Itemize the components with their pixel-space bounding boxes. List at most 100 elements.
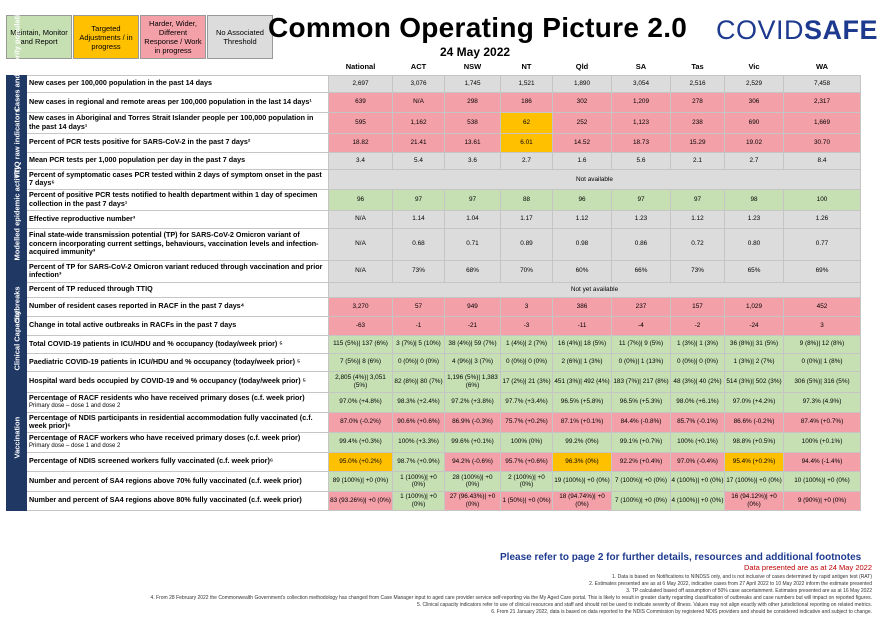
value-cell: 18.73 xyxy=(611,132,671,153)
value-cell: 690 xyxy=(724,111,784,134)
value-cell: 4 (100%)| +0 (0%) xyxy=(670,490,725,511)
value-cell: 1,209 xyxy=(611,91,671,113)
value-cell: 7,458 xyxy=(783,74,861,93)
value-cell: 2,317 xyxy=(783,91,861,113)
value-cell: 0 (0%)| 1 (8%) xyxy=(783,352,861,372)
indicator-table: National ACT NSW NT Qld SA Tas Vic WA Cases and … xyxy=(6,1,861,511)
value-cell: 0.80 xyxy=(724,227,784,261)
value-cell: 306 (5%)| 316 (5%) xyxy=(783,370,861,393)
column-header: NT xyxy=(521,61,532,71)
value-cell: 97.0% (-0.4%) xyxy=(670,451,725,472)
legend-item: Harder, Wider, Different Response / Work… xyxy=(140,15,206,59)
value-cell: 298 xyxy=(444,91,501,113)
value-cell: 3 xyxy=(783,315,861,336)
indicator-text: Percent of positive PCR tests notified t… xyxy=(29,190,318,208)
table-row: Percent of symptomatic cases PCR tested … xyxy=(7,168,861,190)
indicator-text: Percentage of RACF residents who have re… xyxy=(29,392,305,402)
value-cell: 1,521 xyxy=(500,74,553,93)
value-cell: 90.6% (+0.6%) xyxy=(392,411,445,433)
value-cell: 0.71 xyxy=(444,227,501,261)
indicator-label: Percent of positive PCR tests notified t… xyxy=(26,188,329,211)
covidsafe-logo: COVIDSAFE xyxy=(716,15,878,46)
value-cell: 183 (7%)| 217 (8%) xyxy=(611,370,671,393)
value-cell: 98.3% (+2.4%) xyxy=(392,391,445,413)
indicator-text: Total COVID-19 patients in ICU/HDU and %… xyxy=(29,338,283,348)
value-cell: 1.23 xyxy=(611,209,671,229)
footer-note: Please refer to page 2 for further detai… xyxy=(500,552,862,563)
indicator-label: Paediatric COVID-19 patients in ICU/HDU … xyxy=(26,352,329,372)
group-label-text: Modelled epidemic activity xyxy=(12,165,21,261)
value-cell: 69% xyxy=(783,259,861,283)
indicator-label: Number and percent of SA4 regions above … xyxy=(26,470,329,492)
not-available-cell: Not yet available xyxy=(328,281,861,298)
value-cell: 186 xyxy=(500,91,553,113)
value-cell: 38 (4%)| 59 (7%) xyxy=(444,334,501,354)
value-cell: 595 xyxy=(328,111,393,134)
indicator-label: Mean PCR tests per 1,000 population per … xyxy=(26,151,329,170)
value-cell: 85.7% (-0.1%) xyxy=(670,411,725,433)
table-row: Final state-wide transmission potential … xyxy=(7,227,861,261)
value-cell: 1.04 xyxy=(444,209,501,229)
value-cell: N/A xyxy=(328,259,393,283)
value-cell: 13.61 xyxy=(444,132,501,153)
value-cell: 10 (100%)| +0 (0%) xyxy=(783,470,861,492)
value-cell: 96.5% (+5.3%) xyxy=(611,391,671,413)
value-cell: 94.2% (-0.6%) xyxy=(444,451,501,472)
value-cell: 21.41 xyxy=(392,132,445,153)
value-cell: 3.6 xyxy=(444,151,501,170)
value-cell: 3,076 xyxy=(392,74,445,93)
column-header: SA xyxy=(635,61,647,71)
value-cell: 115 (5%)| 137 (6%) xyxy=(328,334,393,354)
indicator-label: Percent of TP reduced through TTIQ xyxy=(26,281,329,298)
value-cell: 451 (3%)| 492 (4%) xyxy=(552,370,612,393)
value-cell: 0.89 xyxy=(500,227,553,261)
value-cell: 452 xyxy=(783,296,861,317)
group-label-text: Clinical Capacity xyxy=(12,310,21,371)
value-cell: 18.82 xyxy=(328,132,393,153)
value-cell: 92.2% (+0.4%) xyxy=(611,451,671,472)
indicator-text: Effective reproductive number³ xyxy=(29,213,136,223)
footnote: 3. TP calculated based off assumption of… xyxy=(626,588,872,594)
report-date: 24 May 2022 xyxy=(440,45,511,59)
value-cell: 0 (0%)| 0 (0%) xyxy=(670,352,725,372)
value-cell: 17 (100%)| +0 (0%) xyxy=(724,470,784,492)
column-header: ACT xyxy=(410,61,427,71)
value-cell: 1.14 xyxy=(392,209,445,229)
value-cell: 0.86 xyxy=(611,227,671,261)
indicator-label: New cases in regional and remote areas p… xyxy=(26,91,329,113)
value-cell: 100% (+3.3%) xyxy=(392,431,445,453)
value-cell: 538 xyxy=(444,111,501,134)
table-row: Vaccination Percentage of RACF residents … xyxy=(6,391,861,511)
value-cell: 17 (2%)| 21 (3%) xyxy=(500,370,553,393)
value-cell: 9 (90%)| +0 (0%) xyxy=(783,490,861,511)
value-cell: 100 xyxy=(783,188,861,211)
value-cell: 30.70 xyxy=(783,132,861,153)
table-row: Percentage of RACF workers who have rece… xyxy=(7,431,861,453)
value-cell: -24 xyxy=(724,315,784,336)
value-cell: 97 xyxy=(670,188,725,211)
value-cell: -21 xyxy=(444,315,501,336)
value-cell: 86.9% (-0.3%) xyxy=(444,411,501,433)
indicator-label: Percentage of NDIS participants in resid… xyxy=(26,411,329,433)
value-cell: 88 xyxy=(500,188,553,211)
column-header-row: National ACT NSW NT Qld SA Tas Vic WA xyxy=(7,58,861,75)
value-cell: 18 (94.74%)| +0 (0%) xyxy=(552,490,612,511)
indicator-text: New cases per 100,000 population in the … xyxy=(29,78,212,88)
value-cell: 95.7% (+0.6%) xyxy=(500,451,553,472)
value-cell: 514 (3%)| 502 (3%) xyxy=(724,370,784,393)
table-row: Modelled epidemic activity Effective repr… xyxy=(6,165,861,298)
table-row: Number and percent of SA4 regions above … xyxy=(7,470,861,492)
value-cell: 7 (5%)| 8 (6%) xyxy=(328,352,393,372)
value-cell: 75.7% (+0.2%) xyxy=(500,411,553,433)
value-cell: 157 xyxy=(670,296,725,317)
indicator-text: Final state-wide transmission potential … xyxy=(29,230,319,257)
page-title: Common Operating Picture 2.0 xyxy=(268,12,688,43)
value-cell: 3,270 xyxy=(328,296,393,317)
value-cell: 2,516 xyxy=(670,74,725,93)
indicator-text: New cases in Aboriginal and Torres Strai… xyxy=(29,113,314,131)
value-cell: 9 (8%)| 12 (8%) xyxy=(783,334,861,354)
value-cell: 2,697 xyxy=(328,74,393,93)
value-cell: 97.7% (+3.4%) xyxy=(500,391,553,413)
value-cell: 16 (4%)| 18 (5%) xyxy=(552,334,612,354)
value-cell: 3 xyxy=(500,296,553,317)
